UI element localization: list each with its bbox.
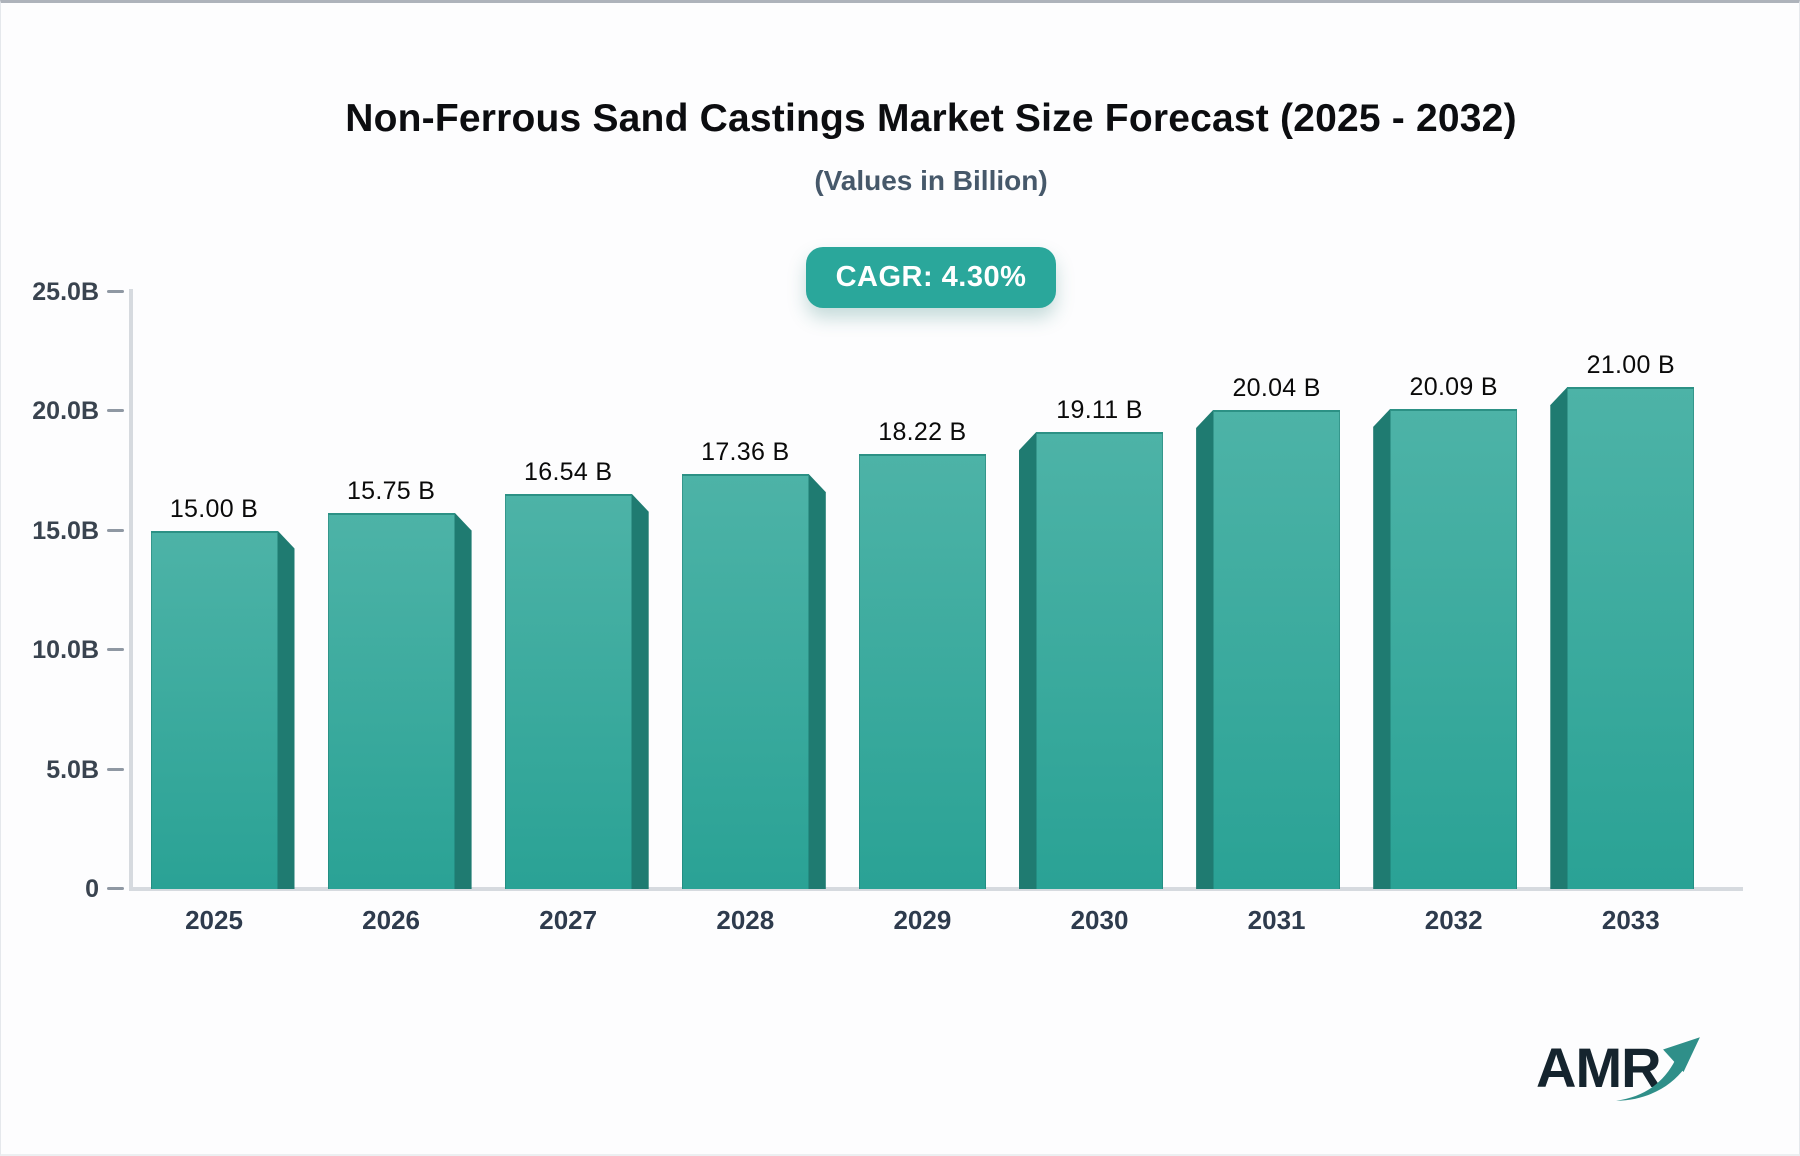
y-tick-label-15.0B: 15.0B	[32, 516, 99, 545]
bar-2033	[1567, 387, 1695, 889]
x-axis-line	[129, 887, 1743, 891]
bar-value-label-2032: 20.09 B	[1409, 372, 1498, 401]
bar-side-2027	[631, 493, 649, 889]
y-tick-dash	[107, 767, 124, 771]
growth-arrow-icon	[1616, 1037, 1700, 1101]
bar-2026	[327, 512, 455, 889]
plot-area: 0 5.0B 10.0B 15.0B 20.0B 25.0B 15.00 B 2025 15.7…	[1, 3, 1799, 1154]
bar-side-2032	[1373, 408, 1391, 889]
y-tick-dash	[107, 409, 124, 412]
chart-header: Non-Ferrous Sand Castings Market Size Fo…	[1, 97, 1799, 308]
bar-side-2025	[277, 530, 295, 889]
bar-value-label-2031: 20.04 B	[1232, 374, 1321, 403]
bar-value-label-2030: 19.11 B	[1056, 396, 1143, 425]
amr-logo: AMR	[1536, 1035, 1726, 1115]
y-tick-label-10.0B: 10.0B	[32, 636, 99, 664]
bar-2027	[504, 493, 632, 889]
x-axis-label-2026: 2026	[362, 905, 421, 935]
chart-title: Non-Ferrous Sand Castings Market Size Fo…	[345, 97, 1517, 140]
x-axis-label-2033: 2033	[1601, 905, 1660, 935]
x-axis-label-2032: 2032	[1424, 905, 1483, 935]
y-tick-label-0: 0	[85, 875, 99, 903]
amr-logo-text: AMR	[1536, 1036, 1662, 1099]
bar-2025	[150, 530, 278, 889]
bar-value-label-2025: 15.00 B	[169, 494, 259, 523]
x-axis-label-2025: 2025	[185, 905, 243, 935]
cagr-badge: CAGR: 4.30%	[805, 247, 1057, 308]
bar-side-2030	[1019, 432, 1036, 889]
bar-value-label-2027: 16.54 B	[524, 457, 613, 486]
y-tick-label-20.0B: 20.0B	[32, 397, 99, 425]
y-tick-label-25.0B: 25.0B	[32, 277, 99, 306]
chart-subtitle: (Values in Billion)	[814, 165, 1048, 196]
y-tick-dash	[107, 648, 124, 651]
x-axis-label-2027: 2027	[539, 905, 598, 935]
bar-2028	[681, 474, 809, 889]
bar-2031	[1213, 410, 1341, 889]
x-axis-label-2030: 2030	[1070, 905, 1129, 935]
x-axis-label-2029: 2029	[893, 905, 952, 935]
bar-value-label-2033: 21.00 B	[1586, 351, 1675, 380]
bar-value-label-2026: 15.75 B	[346, 476, 436, 505]
x-axis-label-2031: 2031	[1247, 905, 1306, 935]
y-tick-dash	[107, 289, 124, 293]
bar-2032	[1390, 408, 1518, 889]
y-tick-label-5.0B: 5.0B	[46, 755, 99, 784]
bar-side-2033	[1550, 387, 1568, 889]
bar-side-2026	[454, 512, 472, 889]
x-axis-label-2028: 2028	[716, 905, 775, 935]
bar-2029	[858, 453, 986, 889]
bar-side-2031	[1196, 410, 1214, 889]
bar-side-2028	[808, 474, 826, 889]
y-axis-line	[129, 289, 133, 891]
bar-value-label-2028: 17.36 B	[701, 438, 790, 467]
y-tick-dash	[107, 528, 124, 532]
bar-2030	[1036, 432, 1163, 889]
bar-value-label-2029: 18.22 B	[878, 417, 967, 446]
y-tick-dash	[107, 887, 124, 890]
